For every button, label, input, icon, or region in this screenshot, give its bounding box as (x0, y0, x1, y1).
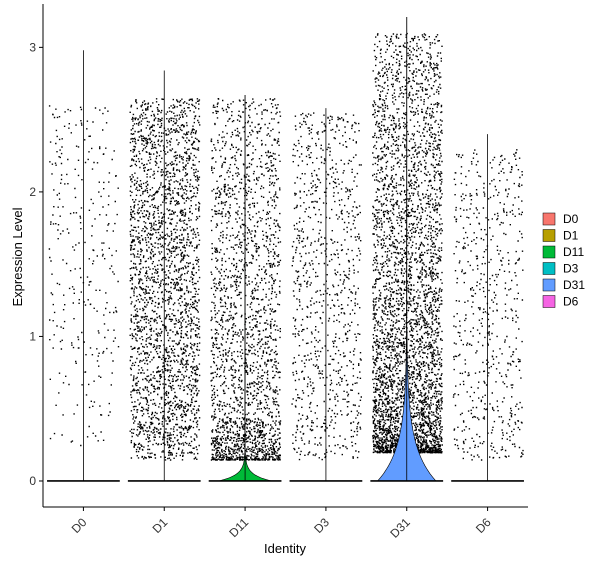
legend: D0 D1 D11 D3 D31 D6 (542, 212, 585, 309)
jitter-points-D3 (291, 112, 362, 461)
x-tick-label-D1: D1 (150, 515, 171, 536)
jitter-points-D31 (372, 32, 443, 454)
violin-D11 (208, 95, 282, 482)
legend-label-D31: D31 (563, 278, 585, 292)
legend-swatch-D6 (542, 295, 556, 308)
legend-label-D1: D1 (563, 229, 579, 243)
violins (47, 17, 524, 482)
jitter-points-D11 (210, 98, 282, 461)
x-axis-title: Identity (264, 541, 306, 556)
x-tick-label-D3: D3 (311, 515, 332, 536)
y-ticks: 0 1 2 3 (29, 40, 43, 488)
jitter-points-D6 (452, 149, 524, 461)
violin-D6 (451, 134, 524, 482)
violin-D1 (127, 70, 201, 482)
legend-label-D11: D11 (563, 245, 584, 259)
x-tick-label-D6: D6 (473, 515, 494, 536)
violin-D0 (47, 50, 120, 482)
jitter-points-D0 (48, 105, 120, 447)
x-tick-label-D0: D0 (69, 515, 90, 536)
jitter-points-D1 (129, 98, 201, 461)
x-tick-label-D31: D31 (387, 515, 413, 541)
y-axis-title: Expression Level (10, 207, 25, 306)
x-tick-label-D11: D11 (226, 515, 251, 540)
legend-swatch-D3 (542, 262, 556, 275)
violin-D3 (289, 108, 363, 482)
legend-swatch-D11 (542, 245, 556, 259)
axes (42, 4, 528, 508)
x-ticks: D0 D1 D11 D3 D31 D6 (69, 507, 494, 541)
legend-label-D3: D3 (563, 262, 579, 276)
legend-swatch-D31 (542, 278, 556, 292)
legend-swatch-D0 (542, 212, 556, 226)
y-tick-label-0: 0 (29, 474, 36, 488)
legend-swatch-D1 (542, 229, 556, 242)
y-tick-label-2: 2 (29, 185, 36, 199)
violin-D31 (370, 17, 444, 482)
legend-label-D6: D6 (563, 295, 579, 309)
legend-label-D0: D0 (563, 212, 579, 226)
y-tick-label-1: 1 (29, 329, 36, 343)
y-tick-label-3: 3 (29, 40, 36, 54)
jitter-points (48, 32, 524, 461)
